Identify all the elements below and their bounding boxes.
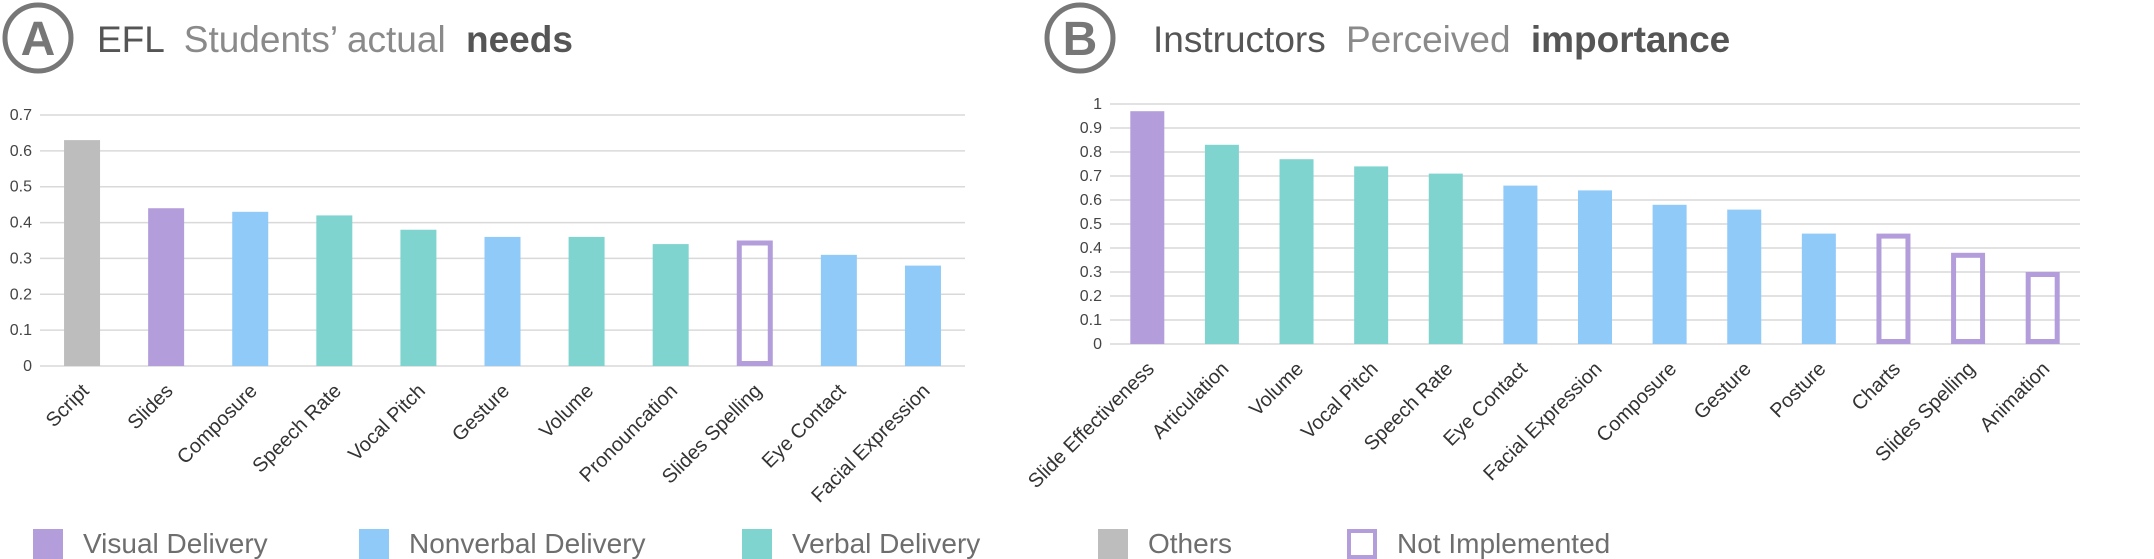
chart-a-x-tick-label: Speech Rate [249,380,346,477]
panel-b-title-part: Perceived [1346,19,1511,60]
chart-a-bar [148,208,185,366]
chart-a-y-tick-label: 0.7 [10,107,32,124]
chart-b-bar [1204,144,1239,344]
panel-a-title-part: needs [466,19,573,60]
panel-a-title-part: EFL [97,19,164,60]
legend-swatch [359,529,389,559]
chart-b-bar [1951,252,1986,344]
chart-b-bar [1279,159,1314,344]
chart-b-x-tick-label: Animation [1976,358,2054,436]
chart-a-x-tick-label: Script [42,380,94,432]
panel-b-heading: B Instructors Perceived importance [1044,2,1730,74]
chart-a: 0 0.1 0.2 0.3 0.4 0.5 0.6 0.7 Script SlidesCompos… [10,107,965,507]
chart-a-x-tick-label: Slides [124,380,178,434]
chart-a-bar [316,215,353,366]
chart-b-y-tick-label: 0.2 [1080,288,1102,305]
chart-a-bar [64,140,101,366]
chart-b-x-tick-label: Posture [1766,358,1830,422]
chart-b-y-tick-label: 0.1 [1080,312,1102,329]
chart-a-y-tick-label: 0.3 [10,250,32,267]
chart-b-y-tick-label: 0 [1093,336,1102,353]
chart-a-x-tick-label: Vocal Pitch [344,380,430,466]
chart-b-bar [1578,190,1612,344]
panel-a-title-part: Students’ actual [184,19,446,60]
chart-a-bar [484,236,521,366]
chart-b-bar [1652,204,1687,344]
panel-a-heading: A EFL Students’ actual needs [2,2,573,74]
chart-b-x-tick-label: Gesture [1690,358,1756,424]
chart-a-x-tick-label: Volume [535,380,598,443]
chart-b-bar [2025,272,2060,344]
chart-a-y-tick-label: 0.6 [10,143,32,160]
legend-label: Nonverbal Delivery [409,528,646,559]
chart-a-y-tick-label: 0 [23,358,32,375]
legend-swatch [33,529,63,559]
legend-swatch [1347,529,1377,559]
chart-b-y-tick-label: 0.5 [1080,216,1102,233]
chart-b-bar [1801,233,1836,344]
chart-b-y-tick-label: 0.9 [1080,120,1102,137]
chart-a-x-tick-label: Gesture [448,380,514,446]
chart-a-bar [904,265,941,366]
chart-a-bar [568,236,605,366]
panel-b-badge [1044,2,1116,74]
chart-a-bar [736,240,773,366]
legend: Visual Delivery Nonverbal Delivery Verbal … [33,528,1610,559]
chart-b-bar [1503,185,1538,344]
panel-a-letter: A [21,13,56,66]
chart-a-bar [400,229,437,366]
panel-a-title: EFL Students’ actual needs [97,19,573,60]
chart-b-bar [1354,166,1389,344]
chart-a-bar [820,254,857,366]
chart-a-x-tick-label: Eye Contact [758,380,851,473]
panel-a-badge [2,2,74,74]
chart-b-y-tick-label: 0.3 [1080,264,1102,281]
chart-a-y-tick-label: 0.2 [10,286,32,303]
chart-b-bar [1727,209,1762,344]
chart-a-y-tick-label: 0.1 [10,322,32,339]
chart-b-bar [1876,233,1911,345]
legend-swatch [1098,529,1128,559]
legend-label: Not Implemented [1397,528,1610,559]
chart-a-bar [232,211,269,366]
panel-b-title: Instructors Perceived importance [1153,19,1730,60]
chart-b-bar [1428,173,1463,344]
legend-label: Verbal Delivery [792,528,980,559]
panel-b-title-part: importance [1531,19,1730,60]
legend-swatch [742,529,772,559]
panel-b-letter: B [1063,13,1098,66]
chart-b-y-tick-label: 1 [1093,96,1102,113]
chart-a-y-tick-label: 0.5 [10,179,32,196]
chart-b-y-tick-label: 0.4 [1080,240,1102,257]
chart-a-bar [652,244,689,366]
panel-b-title-part: Instructors [1153,19,1326,60]
chart-b-x-tick-label: Charts [1848,358,1905,415]
legend-label: Others [1148,528,1232,559]
chart-b-y-tick-label: 0.7 [1080,168,1102,185]
chart-a-y-tick-label: 0.4 [10,215,32,232]
chart-b-x-tick-label: Composure [1592,358,1681,447]
legend-label: Visual Delivery [83,528,268,559]
chart-b-x-tick-label: Articulation [1148,358,1234,444]
chart-b-bar [1130,111,1165,344]
chart-b-y-tick-label: 0.8 [1080,144,1102,161]
chart-b: 0 0.1 0.2 0.3 0.4 0.5 0.6 0.7 0.8 0.9 1 Slide Effec… [1024,96,2080,493]
chart-b-x-tick-label: Volume [1245,358,1308,421]
chart-b-x-tick-label: Slide Effectiveness [1024,358,1159,493]
chart-b-y-tick-label: 0.6 [1080,192,1102,209]
chart-a-x-tick-label: Composure [173,380,262,469]
